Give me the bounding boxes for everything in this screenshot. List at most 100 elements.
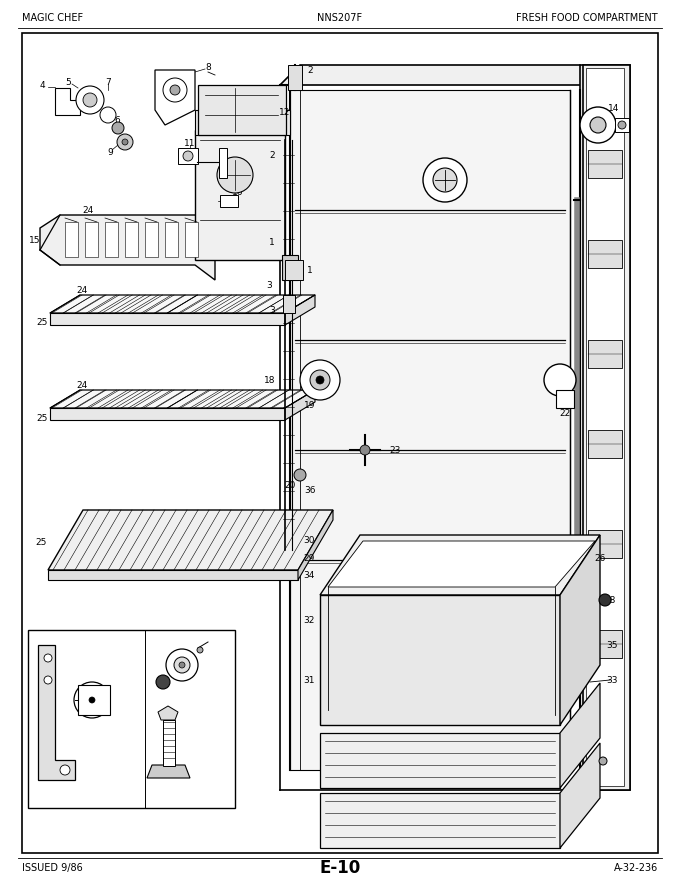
Text: E-10: E-10: [320, 859, 360, 877]
Text: 21: 21: [560, 367, 571, 376]
Text: 32: 32: [304, 616, 315, 625]
Circle shape: [544, 364, 576, 396]
Bar: [220, 195, 238, 207]
Bar: [282, 255, 298, 280]
Circle shape: [433, 168, 457, 192]
Text: 17: 17: [435, 167, 446, 176]
Text: 25: 25: [37, 414, 48, 423]
Text: 22: 22: [560, 409, 571, 417]
Text: 9: 9: [107, 148, 113, 157]
Circle shape: [179, 662, 185, 668]
Text: 14: 14: [609, 103, 619, 112]
Polygon shape: [78, 685, 110, 715]
Bar: [219, 148, 227, 178]
Polygon shape: [38, 645, 75, 780]
Text: 13: 13: [592, 107, 604, 116]
Bar: [178, 148, 198, 164]
Text: 24: 24: [76, 286, 88, 295]
Circle shape: [300, 360, 340, 400]
Text: 2: 2: [307, 66, 313, 75]
Text: 29: 29: [304, 554, 315, 562]
Text: 26: 26: [594, 554, 606, 562]
Circle shape: [89, 697, 95, 703]
Bar: [195, 110, 290, 135]
Polygon shape: [328, 541, 595, 587]
Polygon shape: [320, 595, 560, 725]
Circle shape: [44, 676, 52, 684]
Text: 5: 5: [65, 77, 71, 86]
Circle shape: [170, 85, 180, 95]
Text: 25: 25: [37, 318, 48, 327]
Bar: [65, 222, 78, 257]
Polygon shape: [285, 390, 315, 420]
Text: 40: 40: [32, 635, 44, 644]
Polygon shape: [560, 743, 600, 848]
Text: 4: 4: [39, 80, 45, 90]
Text: NNS207F: NNS207F: [318, 13, 362, 23]
Circle shape: [163, 78, 187, 102]
Circle shape: [618, 121, 626, 129]
Text: 30: 30: [303, 536, 315, 545]
Text: 24: 24: [82, 206, 94, 214]
Circle shape: [599, 757, 607, 765]
Circle shape: [76, 86, 104, 114]
Bar: [588, 430, 622, 458]
Polygon shape: [40, 215, 215, 280]
Polygon shape: [48, 570, 298, 580]
Bar: [588, 150, 622, 178]
Circle shape: [112, 122, 124, 134]
Text: 33: 33: [607, 676, 617, 684]
Circle shape: [174, 657, 190, 673]
Text: 11: 11: [184, 139, 196, 148]
Circle shape: [60, 765, 70, 775]
Bar: [85, 222, 98, 257]
Polygon shape: [50, 295, 315, 313]
Circle shape: [590, 117, 606, 133]
Text: 41: 41: [74, 635, 86, 644]
Text: 3: 3: [267, 280, 272, 289]
Polygon shape: [560, 535, 600, 725]
Bar: [105, 222, 118, 257]
Text: 38: 38: [146, 687, 158, 697]
Text: MAGIC CHEF: MAGIC CHEF: [22, 13, 83, 23]
Circle shape: [217, 157, 253, 193]
Bar: [185, 222, 198, 257]
Polygon shape: [580, 65, 630, 790]
Bar: [583, 65, 630, 790]
Text: 37: 37: [169, 757, 181, 766]
Text: FRESH FOOD COMPARTMENT: FRESH FOOD COMPARTMENT: [516, 13, 658, 23]
Polygon shape: [560, 683, 600, 788]
Text: 31: 31: [303, 676, 315, 684]
Circle shape: [83, 691, 101, 709]
Polygon shape: [298, 510, 333, 580]
Bar: [588, 630, 622, 658]
Circle shape: [156, 675, 170, 689]
Text: 35: 35: [607, 641, 617, 650]
Polygon shape: [147, 765, 190, 778]
Text: 3: 3: [269, 305, 275, 314]
Text: 23: 23: [390, 446, 401, 455]
Circle shape: [74, 682, 110, 718]
Bar: [588, 240, 622, 268]
Text: 6: 6: [114, 116, 120, 125]
Bar: [163, 720, 175, 766]
Circle shape: [423, 158, 467, 202]
Circle shape: [599, 594, 611, 606]
Polygon shape: [280, 65, 600, 85]
Text: 20: 20: [284, 481, 296, 490]
Text: 39: 39: [202, 638, 214, 648]
Polygon shape: [320, 535, 600, 595]
Circle shape: [360, 445, 370, 455]
Circle shape: [580, 107, 616, 143]
Bar: [165, 222, 178, 257]
Text: 12: 12: [259, 101, 271, 109]
Circle shape: [100, 107, 116, 123]
Text: ISSUED 9/86: ISSUED 9/86: [22, 863, 83, 873]
Bar: [125, 222, 138, 257]
Polygon shape: [285, 295, 315, 325]
Circle shape: [294, 469, 306, 481]
Text: 12: 12: [279, 108, 290, 117]
Bar: [556, 390, 574, 408]
Polygon shape: [320, 733, 560, 788]
Text: 24: 24: [76, 381, 88, 390]
